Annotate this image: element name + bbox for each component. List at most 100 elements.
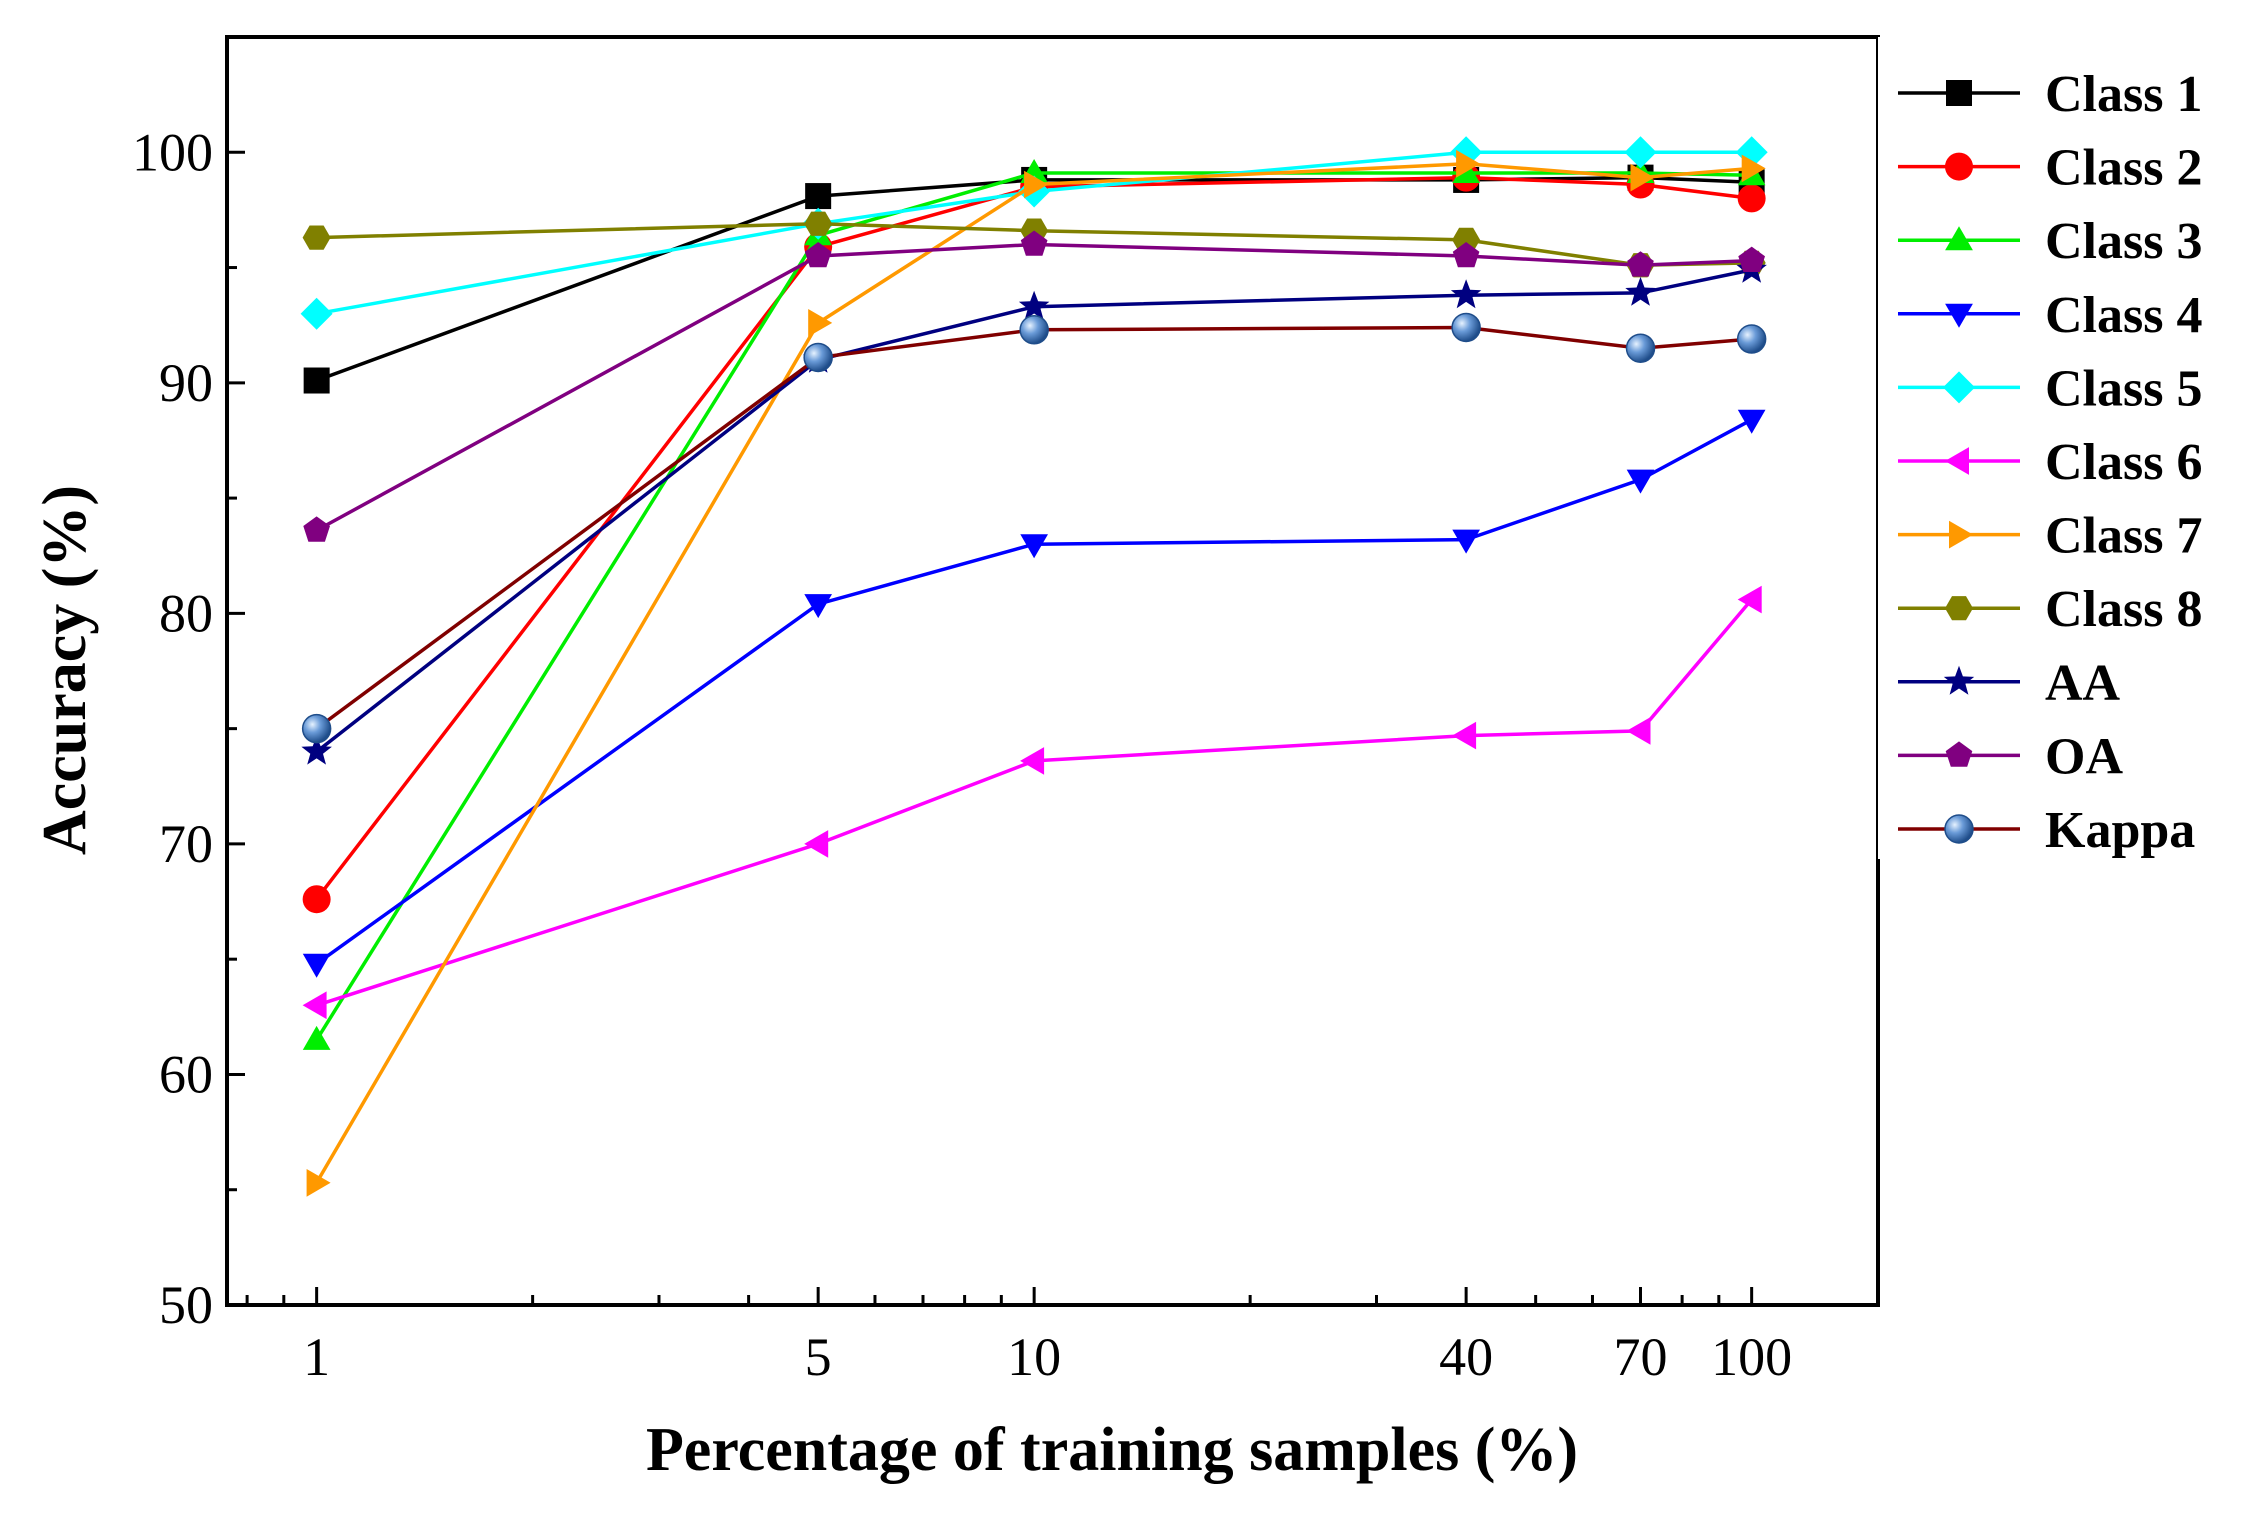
point-class-5 — [1624, 136, 1657, 169]
line-oa — [315, 242, 1752, 532]
legend-label: Class 2 — [2045, 140, 2202, 197]
y-tick-label: 100 — [132, 122, 213, 182]
legend-item-class-8: Class 8 — [1898, 581, 2202, 638]
series-class-4 — [302, 409, 1766, 978]
legend-marker — [1945, 596, 1973, 621]
series-kappa — [301, 312, 1767, 744]
point-oa — [1738, 246, 1765, 272]
legend-marker — [1949, 520, 1973, 549]
legend-label: Class 3 — [2045, 213, 2202, 270]
y-axis-title: Accuracy (%) — [31, 485, 99, 855]
x-tick-label: 70 — [1614, 1327, 1668, 1387]
point-class-4 — [1626, 469, 1655, 494]
line-class-1 — [315, 175, 1752, 383]
point-class-7 — [306, 1169, 331, 1197]
line-aa — [315, 268, 1753, 754]
legend-label: OA — [2045, 728, 2123, 785]
point-class-6 — [1020, 747, 1045, 775]
legend-item-class-6: Class 6 — [1898, 434, 2202, 491]
legend-marker — [1945, 303, 1973, 328]
legend-marker — [1945, 226, 1973, 251]
point-aa — [1625, 276, 1656, 306]
legend-marker — [1946, 80, 1972, 106]
series-layer — [300, 136, 1768, 1197]
legend-item-class-4: Class 4 — [1898, 287, 2202, 344]
point-aa — [1018, 290, 1050, 320]
point-oa — [804, 242, 832, 268]
point-kappa — [301, 713, 332, 744]
point-kappa — [1736, 324, 1767, 354]
point-class-4 — [1020, 534, 1048, 559]
plot-frame — [225, 35, 1880, 1307]
line-class-5 — [316, 150, 1752, 316]
point-class-6 — [1737, 585, 1762, 614]
point-class-7 — [808, 309, 833, 337]
point-oa — [1452, 242, 1480, 268]
point-class-6 — [302, 991, 327, 1020]
point-class-2 — [302, 885, 331, 914]
point-class-7 — [1741, 154, 1766, 183]
legend-label: Class 4 — [2045, 287, 2202, 344]
point-class-3 — [302, 1025, 331, 1050]
x-tick-label: 1 — [303, 1327, 330, 1387]
legend-item-kappa: Kappa — [1898, 802, 2195, 859]
legend-item-aa: AA — [1898, 655, 2121, 712]
line-class-6 — [316, 598, 1754, 1007]
legend-frame — [1878, 37, 2247, 859]
point-kappa — [1019, 315, 1049, 345]
legend-item-class-3: Class 3 — [1898, 213, 2202, 270]
series-oa — [303, 230, 1765, 542]
legend-label: Class 8 — [2045, 581, 2202, 638]
legend-item-class-1: Class 1 — [1898, 66, 2202, 123]
x-axis-title: Percentage of training samples (%) — [646, 1416, 1578, 1484]
x-tick-label: 5 — [805, 1327, 832, 1387]
y-tick-label: 70 — [159, 814, 213, 874]
point-kappa — [1451, 312, 1481, 343]
point-class-8 — [1452, 227, 1481, 252]
legend-label: Class 1 — [2045, 66, 2202, 123]
point-oa — [1020, 230, 1048, 256]
legend-item-class-7: Class 7 — [1898, 508, 2202, 565]
point-class-1 — [805, 183, 832, 210]
x-tick-label: 100 — [1711, 1327, 1792, 1387]
y-tick-label: 60 — [159, 1044, 213, 1104]
legend-marker — [1943, 371, 1975, 404]
point-oa — [1627, 251, 1654, 277]
y-tick-label: 80 — [159, 583, 213, 643]
legend-label: AA — [2045, 655, 2121, 712]
legend-item-class-2: Class 2 — [1898, 140, 2202, 197]
legend-label: Class 7 — [2045, 508, 2202, 565]
y-tick-label: 90 — [159, 353, 213, 413]
legend-marker — [1945, 447, 1969, 475]
point-class-4 — [302, 953, 331, 978]
series-class-6 — [302, 585, 1762, 1020]
legend-marker — [1945, 741, 1973, 767]
legend-label: Class 6 — [2045, 434, 2202, 491]
x-tick-label: 10 — [1007, 1327, 1061, 1387]
legend-marker — [1944, 814, 1974, 844]
point-aa — [1450, 279, 1482, 309]
point-class-6 — [804, 830, 829, 858]
series-class-7 — [306, 149, 1766, 1197]
line-class-7 — [315, 162, 1752, 1184]
point-oa — [303, 516, 330, 542]
point-class-7 — [1456, 149, 1481, 178]
legend-item-oa: OA — [1898, 728, 2123, 785]
point-kappa — [803, 342, 833, 373]
legend-label: Kappa — [2045, 802, 2195, 859]
point-class-8 — [302, 225, 331, 250]
point-class-4 — [804, 594, 832, 619]
legend-item-class-5: Class 5 — [1898, 360, 2202, 417]
point-class-1 — [303, 367, 330, 394]
point-class-4 — [1737, 409, 1766, 434]
legend-marker — [1943, 665, 1975, 695]
legend-marker — [1945, 152, 1973, 181]
legend: Class 1 Class 2 Class 3 Class 4 Class 5 Class… — [1878, 37, 2247, 859]
point-class-2 — [1737, 184, 1766, 213]
point-class-8 — [804, 211, 833, 236]
point-class-7 — [1630, 163, 1655, 192]
point-aa — [301, 735, 332, 765]
x-tick-label: 40 — [1439, 1327, 1493, 1387]
